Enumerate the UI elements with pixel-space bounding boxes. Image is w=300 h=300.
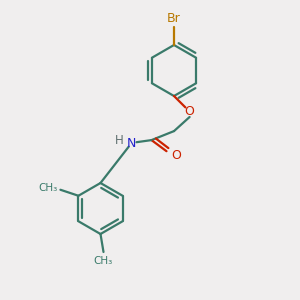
Text: Br: Br bbox=[167, 13, 181, 26]
Text: H: H bbox=[115, 134, 124, 147]
Text: N: N bbox=[126, 136, 136, 150]
Text: O: O bbox=[185, 105, 194, 118]
Text: CH₃: CH₃ bbox=[39, 183, 58, 193]
Text: O: O bbox=[172, 148, 182, 162]
Text: CH₃: CH₃ bbox=[94, 256, 113, 266]
